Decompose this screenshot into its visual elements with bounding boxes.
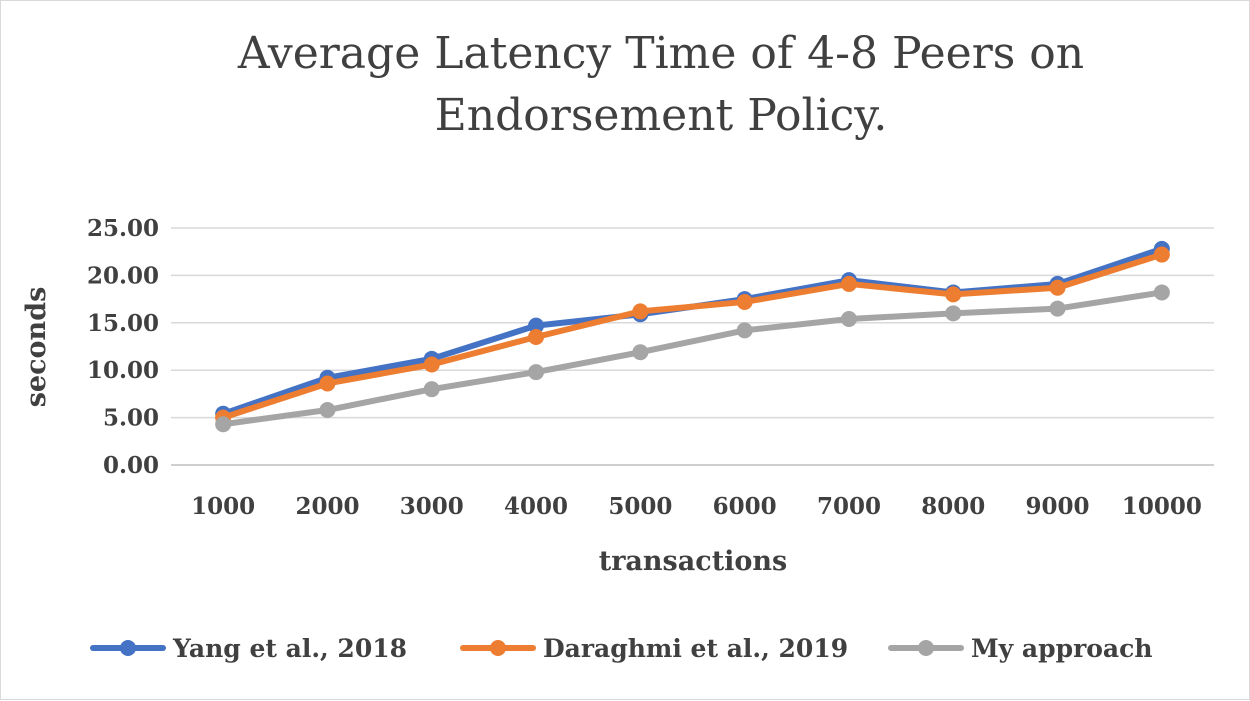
x-tick-label: 6000	[713, 493, 777, 520]
series-2	[215, 246, 1170, 426]
y-tick-label: 5.00	[103, 405, 159, 432]
y-axis-title: seconds	[21, 287, 52, 408]
x-tick-label: 7000	[817, 493, 881, 520]
legend-item: My approach	[888, 634, 1153, 663]
x-tick-label: 4000	[504, 493, 568, 520]
legend-swatch-marker	[918, 640, 934, 656]
data-point	[528, 329, 545, 346]
legend-item: Yang et al., 2018	[90, 634, 407, 663]
legend-label: Daraghmi et al., 2019	[543, 634, 848, 663]
data-point	[632, 303, 649, 320]
y-tick-label: 20.00	[87, 262, 159, 289]
data-point	[840, 275, 857, 292]
data-point	[736, 293, 753, 310]
gridlines	[171, 227, 1214, 466]
series-3	[215, 284, 1170, 433]
x-tick-label: 8000	[921, 493, 985, 520]
data-point	[840, 311, 857, 328]
legend-label: My approach	[971, 634, 1153, 663]
x-tick-label: 9000	[1026, 493, 1090, 520]
data-point	[423, 356, 440, 373]
y-tick-label: 10.00	[87, 357, 159, 384]
y-tick-label: 0.00	[103, 452, 159, 479]
y-tick-labels: 0.00 5.00 10.00 15.00 20.00 25.00	[87, 215, 159, 479]
series-line	[220, 289, 1165, 428]
data-point	[945, 305, 962, 322]
data-point	[319, 375, 336, 392]
data-point	[736, 322, 753, 339]
data-point	[423, 381, 440, 398]
data-point	[945, 286, 962, 303]
data-point	[1049, 279, 1066, 296]
data-point	[632, 344, 649, 361]
x-axis-title: transactions	[599, 546, 788, 577]
series-line	[220, 245, 1165, 417]
x-tick-label: 1000	[191, 493, 255, 520]
legend: Yang et al., 2018 Daraghmi et al., 2019 My…	[90, 634, 1153, 663]
legend-label: Yang et al., 2018	[172, 634, 407, 663]
x-tick-label: 5000	[608, 493, 672, 520]
data-point	[528, 317, 545, 334]
series-1	[215, 240, 1170, 422]
data-point	[1153, 246, 1170, 263]
y-tick-label: 15.00	[87, 310, 159, 337]
x-tick-label: 2000	[295, 493, 359, 520]
data-point	[528, 364, 545, 381]
x-tick-labels: 1000 2000 3000 4000 5000 6000 7000 8000 9000 1000…	[191, 493, 1202, 520]
data-point	[319, 402, 336, 419]
chart-title-line-2: Endorsement Policy.	[434, 90, 888, 141]
series-line	[220, 251, 1165, 421]
legend-swatch-marker	[120, 640, 136, 656]
x-tick-label: 10000	[1122, 493, 1202, 520]
y-tick-label: 25.00	[87, 215, 159, 242]
series-group	[215, 240, 1170, 433]
data-point	[1049, 300, 1066, 317]
data-point	[1153, 284, 1170, 301]
chart-title-line-1: Average Latency Time of 4-8 Peers on	[237, 28, 1085, 79]
legend-swatch-marker	[490, 640, 506, 656]
legend-item: Daraghmi et al., 2019	[460, 634, 848, 663]
data-point	[215, 416, 232, 433]
x-tick-label: 3000	[400, 493, 464, 520]
